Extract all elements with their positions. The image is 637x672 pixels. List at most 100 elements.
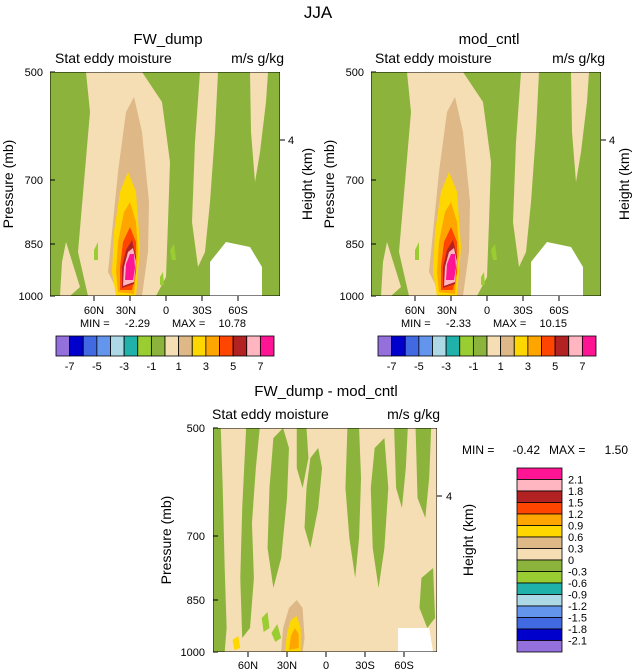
- x-tick-label: 60N: [238, 660, 258, 672]
- min-value: -0.42: [513, 443, 541, 457]
- colorbar-label: 1: [176, 361, 182, 373]
- colorbar-label: -1.2: [568, 601, 587, 613]
- colorbar-label: 0.9: [568, 521, 583, 533]
- x-tick-label: 30S: [355, 660, 375, 672]
- colorbar-label: 0.3: [568, 544, 583, 556]
- colorbar-label: 1.2: [568, 509, 583, 521]
- colorbar-label: -1.5: [568, 613, 587, 625]
- panel-subtitle: Stat eddy moisture: [375, 50, 492, 66]
- x-axis: 60N 30N 0 30S 60S: [84, 296, 248, 317]
- x-tick-label: 0: [484, 305, 490, 317]
- colorbar-label: -0.6: [568, 578, 587, 590]
- height-tick-label: 4: [288, 135, 294, 147]
- x-tick-label: 60S: [394, 660, 414, 672]
- colorbar-label: 7: [257, 361, 263, 373]
- colorbar-swatch: [516, 605, 563, 618]
- max-label: MAX =: [493, 318, 526, 330]
- y-tick-label: 700: [187, 531, 205, 543]
- colorbar-label: 3: [525, 361, 531, 373]
- height-tick-label: 4: [609, 135, 615, 147]
- y-axis-right-label: Height (km): [460, 504, 476, 576]
- x-tick-label: 30N: [116, 305, 136, 317]
- colorbar-swatch: [516, 594, 563, 607]
- y-axis-right: 4 Height (km): [437, 491, 476, 576]
- colorbar-swatch: [516, 617, 563, 630]
- colorbar-swatch: [516, 628, 563, 641]
- panel-fw-dump: FW_dump Stat eddy moisture m/s g/kg: [0, 31, 315, 330]
- y-tick-label: 1000: [19, 291, 43, 303]
- y-tick-label: 700: [346, 175, 364, 187]
- panel-units: m/s g/kg: [231, 50, 284, 66]
- colorbar-swatch: [96, 335, 111, 357]
- max-label: MAX =: [549, 443, 585, 457]
- colorbar-label: 1: [498, 361, 504, 373]
- y-axis: 500 700 850 1000 Pressure (mb): [321, 67, 376, 303]
- colorbar-label: -1: [146, 361, 156, 373]
- colorbar-swatch: [513, 335, 529, 357]
- colorbar-swatch: [472, 335, 488, 357]
- panel-title: FW_dump - mod_cntl: [254, 383, 397, 400]
- colorbar-label: 0.6: [568, 532, 583, 544]
- colorbar-swatch: [69, 335, 84, 357]
- figure-title: JJA: [304, 3, 333, 22]
- colorbar-swatch: [516, 559, 563, 572]
- y-tick-label: 500: [25, 67, 43, 79]
- colorbar-label: 5: [230, 361, 236, 373]
- min-label: MIN =: [401, 318, 431, 330]
- colorbar-label: -0.9: [568, 590, 587, 602]
- colorbar-label: 5: [552, 361, 558, 373]
- x-tick-label: 60S: [549, 305, 569, 317]
- x-axis: 60N 30N 0 30S 60S: [238, 652, 414, 672]
- colorbar-swatch: [110, 335, 125, 357]
- colorbar-swatch: [445, 335, 461, 357]
- colorbar-difference: 2.11.81.51.20.90.60.30-0.3-0.6-0.9-1.2-1…: [516, 467, 587, 653]
- panel-mod-cntl: mod_cntl Stat eddy moisture m/s g/kg: [321, 31, 632, 330]
- min-value: -2.33: [446, 318, 471, 330]
- y-tick-label: 850: [25, 239, 43, 251]
- height-tick-label: 4: [446, 491, 452, 503]
- min-max-readout: MIN = -2.29 MAX = 10.78: [80, 318, 246, 330]
- colorbar-swatch: [404, 335, 420, 357]
- colorbar-swatch: [581, 335, 597, 357]
- y-tick-label: 1000: [340, 291, 364, 303]
- colorbar-label: -7: [387, 361, 397, 373]
- colorbar-swatch: [123, 335, 139, 357]
- y-tick-label: 500: [187, 423, 205, 435]
- y-tick-label: 700: [25, 175, 43, 187]
- max-label: MAX =: [172, 318, 205, 330]
- colorbar-label: 1.5: [568, 498, 583, 510]
- plot-area: [50, 72, 280, 296]
- colorbar-swatch: [516, 536, 563, 549]
- min-label: MIN =: [80, 318, 110, 330]
- panel-units: m/s g/kg: [387, 406, 440, 422]
- x-tick-label: 30S: [513, 305, 533, 317]
- colorbar-swatch: [516, 571, 563, 584]
- panel-subtitle: Stat eddy moisture: [212, 406, 329, 422]
- colorbar-label: -1: [468, 361, 478, 373]
- plot-area: [371, 72, 601, 296]
- x-tick-label: 0: [163, 305, 169, 317]
- colorbar-swatch: [246, 335, 261, 357]
- colorbar-label: -5: [414, 361, 424, 373]
- max-value: 1.50: [605, 443, 629, 457]
- x-tick-label: 60N: [405, 305, 425, 317]
- x-tick-label: 60S: [228, 305, 248, 317]
- colorbar-swatch: [516, 479, 563, 492]
- colorbar-swatch: [391, 335, 406, 357]
- colorbar-label: 7: [579, 361, 585, 373]
- colorbar-swatch: [377, 335, 393, 357]
- panel-units: m/s g/kg: [552, 50, 605, 66]
- colorbar-label: 0: [568, 555, 574, 567]
- colorbar-swatch: [259, 335, 275, 357]
- colorbar-swatch: [219, 335, 234, 357]
- colorbar-label: 2.1: [568, 475, 583, 487]
- x-tick-label: 60N: [84, 305, 104, 317]
- panel-difference: FW_dump - mod_cntl Stat eddy moisture m/…: [158, 383, 628, 672]
- min-max-readout: MIN = -0.42 MAX = 1.50: [462, 443, 628, 457]
- colorbar-swatch: [516, 548, 563, 561]
- x-tick-label: 0: [323, 660, 329, 672]
- colorbar-swatch: [432, 335, 447, 357]
- colorbar-label: -5: [92, 361, 102, 373]
- colorbar-swatch: [568, 335, 583, 357]
- colorbar-swatch: [459, 335, 474, 357]
